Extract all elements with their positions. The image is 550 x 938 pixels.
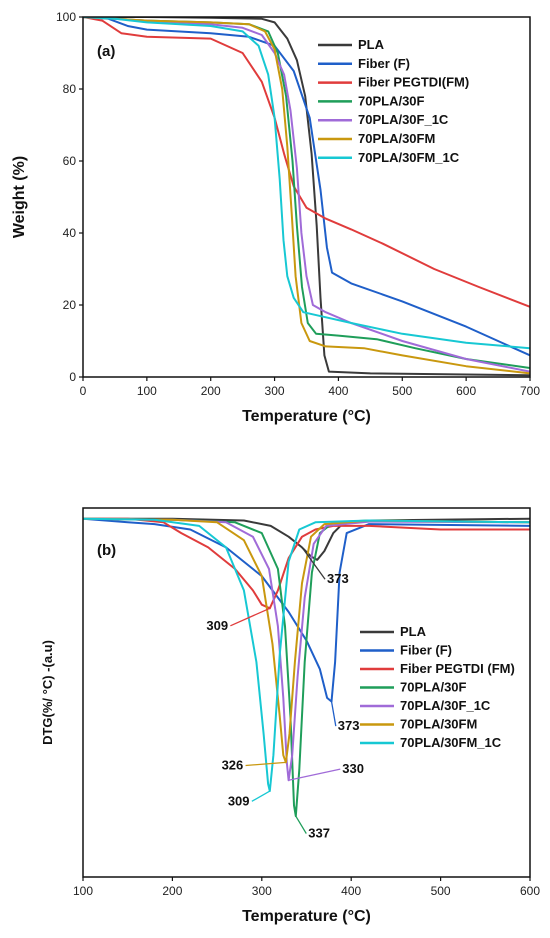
y-tick-label: 40 xyxy=(63,226,77,240)
x-tick-label: 300 xyxy=(265,384,285,398)
peak-annotation: 373 xyxy=(338,718,360,733)
legend-entry: 70PLA/30F xyxy=(400,680,467,695)
legend-entry: 70PLA/30F_1C xyxy=(358,112,449,127)
legend-entry: 70PLA/30FM xyxy=(400,717,477,732)
series-line-70pla-30fm-1c xyxy=(83,17,530,350)
plot-frame xyxy=(82,507,531,878)
x-tick-label: 100 xyxy=(137,384,157,398)
y-tick-label: 60 xyxy=(63,154,77,168)
series-line-70pla-30f xyxy=(83,517,530,818)
legend-entry: 70PLA/30FM_1C xyxy=(358,150,460,165)
series-line-70pla-30fm xyxy=(83,17,530,375)
series-line-fiber-f- xyxy=(83,17,530,357)
peak-annotation: 337 xyxy=(308,826,330,841)
x-tick-label: 200 xyxy=(201,384,221,398)
annotation-leader xyxy=(251,790,271,802)
series-line-70pla-30fm xyxy=(83,517,530,764)
panel-label: (a) xyxy=(97,43,115,60)
y-tick-label: 80 xyxy=(63,82,77,96)
x-tick-label: 500 xyxy=(431,884,451,898)
legend-entry: Fiber (F) xyxy=(358,56,410,71)
y-tick-label: 100 xyxy=(56,10,76,24)
x-tick-label: 300 xyxy=(252,884,272,898)
x-tick-label: 700 xyxy=(520,384,540,398)
peak-annotation: 326 xyxy=(222,758,244,773)
peak-annotation: 330 xyxy=(342,761,364,776)
legend-entry: 70PLA/30F_1C xyxy=(400,698,491,713)
series-line-pla xyxy=(83,17,530,377)
annotation-leader xyxy=(301,547,326,580)
series-line-70pla-30f-1c xyxy=(83,517,530,782)
panel-a-weight-chart: 0 100 200 300 400 500 600 700 0 20 40 60 80 100 Temper… xyxy=(11,10,540,425)
legend: PLA Fiber (F) Fiber PEGTDI (FM) 70PLA/30F 70… xyxy=(360,624,515,750)
x-tick-label: 100 xyxy=(73,884,93,898)
x-tick-label: 600 xyxy=(456,384,476,398)
series-line-fiber-pegtdi-fm- xyxy=(83,17,530,308)
peak-annotation: 309 xyxy=(206,618,228,633)
series-line-70pla-30f-1c xyxy=(83,17,530,373)
legend-entry: Fiber PEGTDI (FM) xyxy=(400,661,515,676)
annotation-leader xyxy=(288,768,341,781)
x-tick-label: 500 xyxy=(392,384,412,398)
x-tick-label: 600 xyxy=(520,884,540,898)
series-line-70pla-30fm-1c xyxy=(83,517,530,792)
legend-entry: 70PLA/30F xyxy=(358,93,425,108)
legend-entry: 70PLA/30FM_1C xyxy=(400,735,502,750)
plot-frame xyxy=(82,16,531,378)
legend-entry: PLA xyxy=(358,37,385,52)
legend-entry: Fiber PEGTDI(FM) xyxy=(358,75,469,90)
annotation-leader xyxy=(245,761,286,767)
legend-entry: Fiber (F) xyxy=(400,643,452,658)
x-tick-label: 0 xyxy=(80,384,87,398)
panel-b-dtg-chart: 100 200 300 400 500 600 Temperature (°C) DTG(%/… xyxy=(40,507,540,925)
x-axis-label: Temperature (°C) xyxy=(242,908,371,925)
panel-label: (b) xyxy=(97,542,116,559)
x-axis-label: Temperature (°C) xyxy=(242,408,371,425)
y-tick-label: 0 xyxy=(69,370,76,384)
peak-annotation: 309 xyxy=(228,793,250,808)
x-tick-label: 400 xyxy=(328,384,348,398)
y-axis-label: Weight (%) xyxy=(11,156,28,238)
x-tick-label: 400 xyxy=(341,884,361,898)
x-tick-label: 200 xyxy=(162,884,182,898)
legend-entry: PLA xyxy=(400,624,427,639)
y-tick-label: 20 xyxy=(63,298,77,312)
legend: PLA Fiber (F) Fiber PEGTDI(FM) 70PLA/30F 70P… xyxy=(318,37,469,165)
peak-annotation: 373 xyxy=(327,571,349,586)
legend-entry: 70PLA/30FM xyxy=(358,131,435,146)
annotation-leader xyxy=(230,607,271,627)
annotation-leader xyxy=(330,701,337,727)
series-group xyxy=(83,17,530,377)
annotation-leader xyxy=(295,815,307,834)
y-axis-label: DTG(%/ °C) -(a.u) xyxy=(40,640,55,745)
